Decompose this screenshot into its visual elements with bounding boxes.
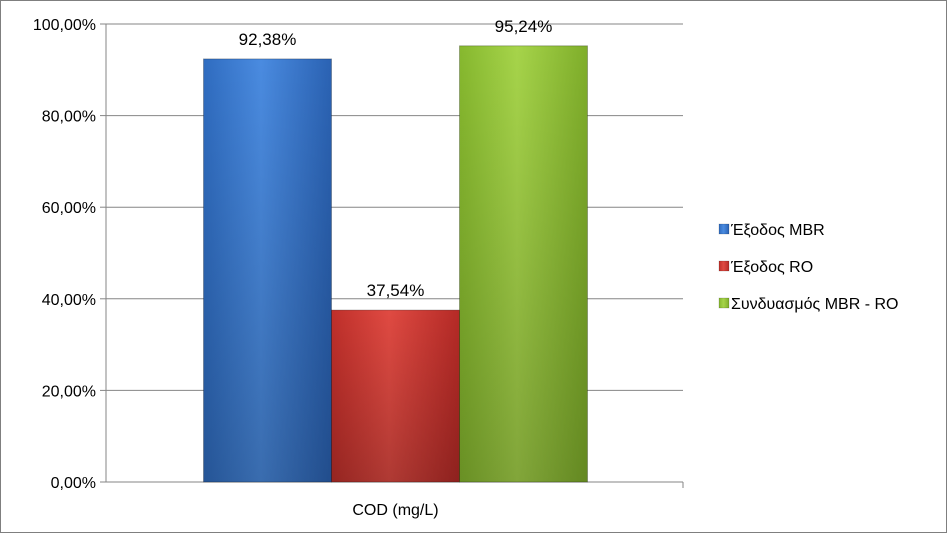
legend-swatch-2 xyxy=(718,260,730,272)
data-label-1: 92,38% xyxy=(239,30,297,49)
legend-label-2: Έξοδος RO xyxy=(730,259,813,276)
y-tick-label: 0,00% xyxy=(51,475,96,492)
data-label-2: 37,54% xyxy=(367,281,425,300)
data-labels: 92,38% 37,54% 95,24% xyxy=(239,17,553,300)
bar-1-shading xyxy=(203,58,332,483)
legend-swatch-1 xyxy=(718,223,730,235)
y-tick-label: 80,00% xyxy=(42,109,96,126)
legend-label-1: Έξοδος MBR xyxy=(730,222,825,239)
bar-3-shading xyxy=(459,45,588,482)
legend-swatch-3 xyxy=(718,297,730,309)
bars xyxy=(203,45,588,483)
legend: Έξοδος MBR Έξοδος RO Συνδυασμός MBR - RO xyxy=(718,222,898,313)
legend-label-3: Συνδυασμός MBR - RO xyxy=(731,296,898,313)
x-tick-label: COD (mg/L) xyxy=(352,502,438,519)
y-tick-label: 60,00% xyxy=(42,200,96,217)
bar-2-shading xyxy=(331,310,460,482)
y-tick-label: 100,00% xyxy=(33,17,96,34)
data-label-3: 95,24% xyxy=(495,17,553,36)
y-tick-label: 40,00% xyxy=(42,292,96,309)
y-tick-label: 20,00% xyxy=(42,383,96,400)
